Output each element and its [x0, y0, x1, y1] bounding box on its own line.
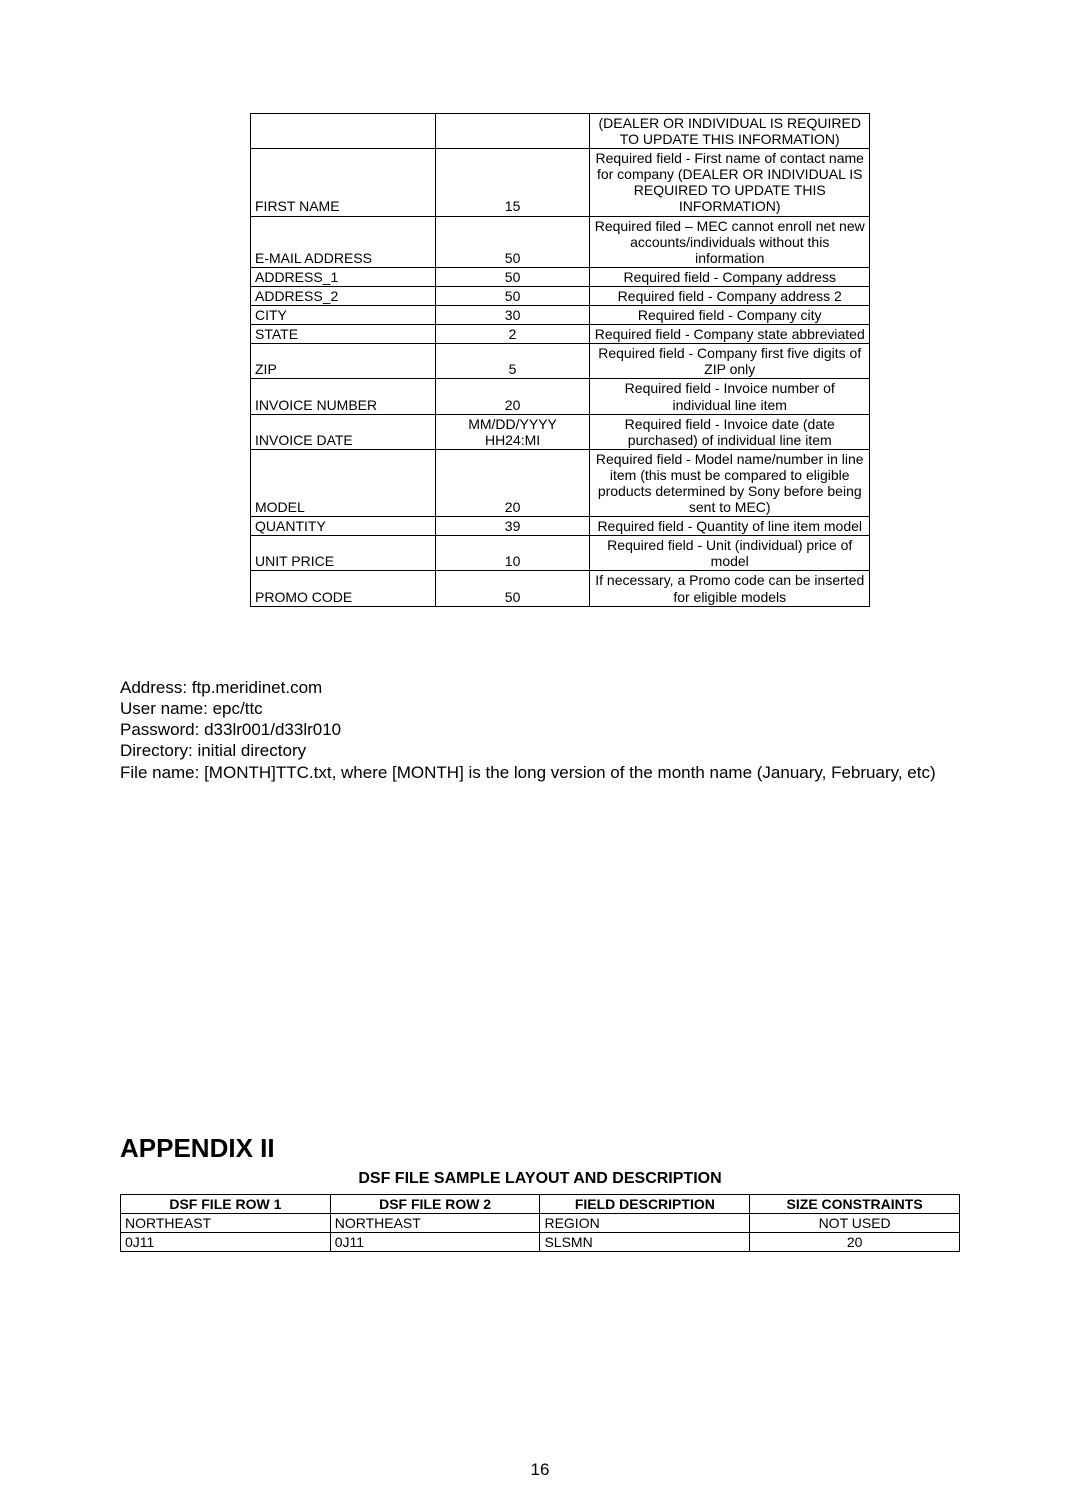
cell-desc: Required field - Unit (individual) price…	[590, 536, 870, 571]
appendix-subtitle: DSF FILE SAMPLE LAYOUT AND DESCRIPTION	[120, 1170, 960, 1188]
cell-size: 15	[435, 149, 590, 216]
cell-field: ADDRESS_2	[251, 286, 436, 305]
info-address: Address: ftp.meridinet.com	[120, 677, 960, 698]
cell-size: 20	[435, 449, 590, 516]
cell-size: 50	[435, 571, 590, 606]
info-password: Password: d33lr001/d33lr010	[120, 719, 960, 740]
cell: 0J11	[330, 1233, 540, 1252]
cell: SLSMN	[540, 1233, 750, 1252]
cell-field: ADDRESS_1	[251, 267, 436, 286]
cell-field	[251, 114, 436, 149]
info-filename: File name: [MONTH]TTC.txt, where [MONTH]…	[120, 762, 960, 783]
cell: 0J11	[121, 1233, 331, 1252]
ftp-info-block: Address: ftp.meridinet.com User name: ep…	[120, 677, 960, 783]
cell-desc: If necessary, a Promo code can be insert…	[590, 571, 870, 606]
cell: REGION	[540, 1213, 750, 1232]
cell-size: 5	[435, 344, 590, 379]
cell: 20	[750, 1233, 960, 1252]
cell-field: CITY	[251, 306, 436, 325]
cell-desc: Required field - Invoice number of indiv…	[590, 379, 870, 414]
cell-desc: Required filed – MEC cannot enroll net n…	[590, 216, 870, 267]
cell-field: STATE	[251, 325, 436, 344]
cell-desc: Required field - Invoice date (date purc…	[590, 414, 870, 449]
appendix-title: APPENDIX II	[120, 1133, 960, 1164]
cell-desc: Required field - Company address	[590, 267, 870, 286]
cell-size: 50	[435, 286, 590, 305]
cell-field: INVOICE NUMBER	[251, 379, 436, 414]
header-field-desc: FIELD DESCRIPTION	[540, 1194, 750, 1213]
dsf-layout-table: DSF FILE ROW 1 DSF FILE ROW 2 FIELD DESC…	[120, 1194, 960, 1252]
header-dsf-row1: DSF FILE ROW 1	[121, 1194, 331, 1213]
field-spec-table: (DEALER OR INDIVIDUAL IS REQUIRED TO UPD…	[250, 113, 870, 607]
cell-size	[435, 114, 590, 149]
cell: NORTHEAST	[121, 1213, 331, 1232]
cell-size: 30	[435, 306, 590, 325]
header-size-constraints: SIZE CONSTRAINTS	[750, 1194, 960, 1213]
cell-field: MODEL	[251, 449, 436, 516]
cell: NORTHEAST	[330, 1213, 540, 1232]
cell-field: ZIP	[251, 344, 436, 379]
page-number: 16	[0, 1460, 1080, 1480]
header-dsf-row2: DSF FILE ROW 2	[330, 1194, 540, 1213]
cell-desc: Required field - Company first five digi…	[590, 344, 870, 379]
cell-size: MM/DD/YYYY HH24:MI	[435, 414, 590, 449]
cell-size: 50	[435, 267, 590, 286]
cell-desc: Required field - Model name/number in li…	[590, 449, 870, 516]
cell-field: INVOICE DATE	[251, 414, 436, 449]
cell-field: UNIT PRICE	[251, 536, 436, 571]
cell-desc: Required field - Company state abbreviat…	[590, 325, 870, 344]
cell-desc: (DEALER OR INDIVIDUAL IS REQUIRED TO UPD…	[590, 114, 870, 149]
cell-size: 2	[435, 325, 590, 344]
cell-size: 10	[435, 536, 590, 571]
info-directory: Directory: initial directory	[120, 740, 960, 761]
cell-desc: Required field - First name of contact n…	[590, 149, 870, 216]
cell-field: PROMO CODE	[251, 571, 436, 606]
cell: NOT USED	[750, 1213, 960, 1232]
cell-desc: Required field - Quantity of line item m…	[590, 517, 870, 536]
cell-size: 20	[435, 379, 590, 414]
info-username: User name: epc/ttc	[120, 698, 960, 719]
cell-field: E-MAIL ADDRESS	[251, 216, 436, 267]
cell-size: 50	[435, 216, 590, 267]
cell-field: QUANTITY	[251, 517, 436, 536]
cell-field: FIRST NAME	[251, 149, 436, 216]
cell-desc: Required field - Company city	[590, 306, 870, 325]
cell-size: 39	[435, 517, 590, 536]
cell-desc: Required field - Company address 2	[590, 286, 870, 305]
